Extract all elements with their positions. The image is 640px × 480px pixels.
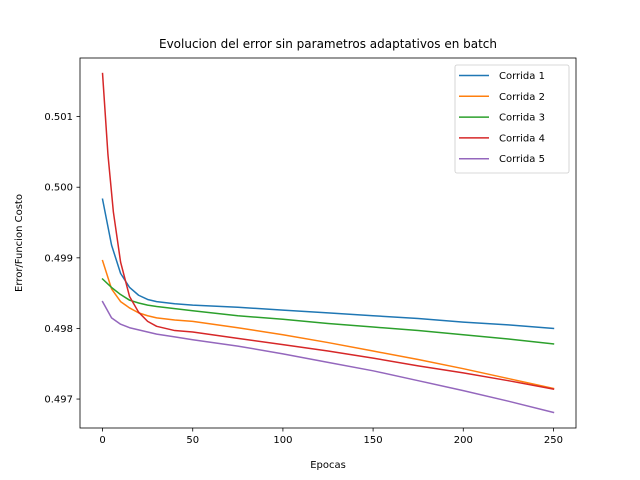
y-tick-label: 0.498	[44, 324, 73, 335]
y-tick-label: 0.499	[44, 253, 73, 264]
x-tick-label: 200	[454, 435, 473, 446]
x-axis: 0 50 100 150 200 250	[99, 428, 563, 446]
legend-label-5: Corrida 5	[499, 154, 545, 165]
legend-label-3: Corrida 3	[499, 113, 545, 124]
legend-label-2: Corrida 2	[499, 92, 545, 103]
y-tick-label: 0.497	[44, 395, 73, 406]
plot-frame	[79, 57, 577, 429]
x-tick-label: 150	[364, 435, 383, 446]
chart-title: Evolucion del error sin parametros adapt…	[159, 37, 497, 51]
legend-label-4: Corrida 4	[499, 133, 545, 144]
plot-lines	[101, 72, 555, 414]
y-tick-label: 0.501	[44, 112, 73, 123]
x-tick-label: 50	[186, 435, 199, 446]
y-tick-label: 0.500	[44, 183, 73, 194]
y-axis-label: Error/Funcion Costo	[14, 194, 25, 292]
x-axis-label: Epocas	[310, 460, 346, 471]
y-axis: 0.497 0.498 0.499 0.500 0.501	[44, 112, 80, 406]
series-line-4	[101, 72, 555, 391]
legend-label-1: Corrida 1	[499, 71, 545, 82]
legend: Corrida 1 Corrida 2 Corrida 3 Corrida 4 Corr…	[454, 64, 570, 174]
series-line-2	[101, 259, 555, 390]
x-tick-label: 250	[544, 435, 563, 446]
x-tick-label: 100	[273, 435, 292, 446]
series-line-3	[101, 277, 555, 345]
series-line-5	[101, 300, 555, 414]
x-tick-label: 0	[99, 435, 105, 446]
legend-box	[454, 64, 570, 174]
